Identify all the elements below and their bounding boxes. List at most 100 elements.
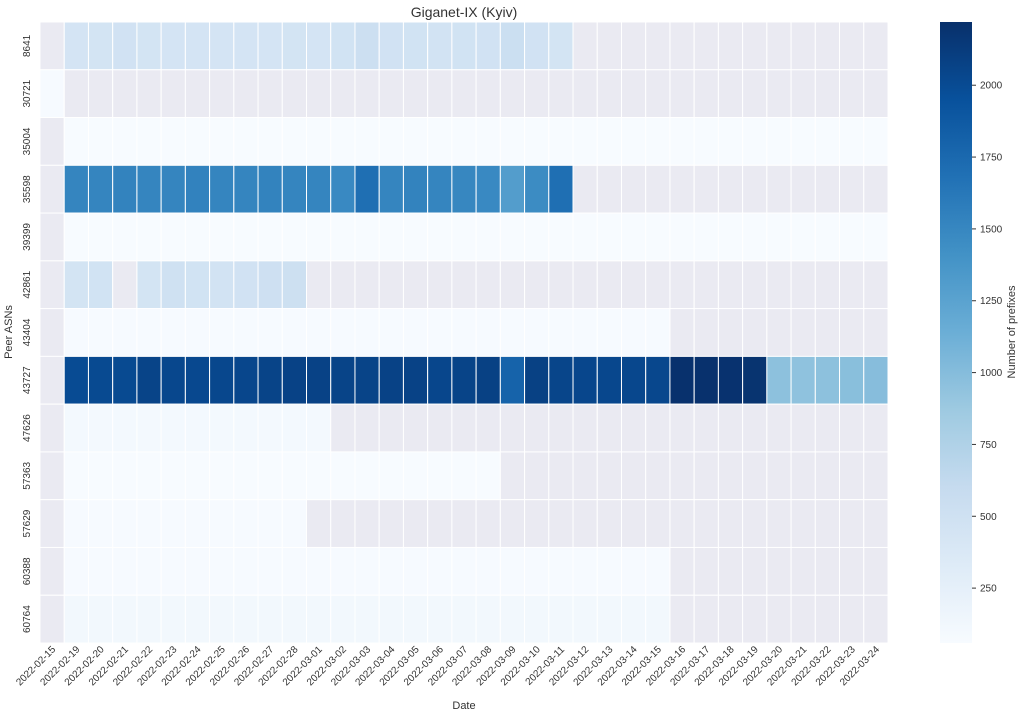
heatmap-cell xyxy=(524,451,550,501)
heatmap-cell xyxy=(184,546,211,596)
y-tick-labels: 8641 30721 35004 35598 39399 42861 43404 43727 4… xyxy=(22,34,33,633)
heatmap-cell xyxy=(499,260,526,310)
heatmap-cell xyxy=(645,212,671,262)
heatmap-cell xyxy=(233,69,259,119)
heatmap-cell xyxy=(693,546,719,596)
heatmap-cell xyxy=(742,117,768,166)
heatmap-cell xyxy=(330,403,356,453)
heatmap-cell xyxy=(402,451,429,501)
heatmap-cell xyxy=(620,212,647,262)
heatmap-cell xyxy=(790,69,816,119)
heatmap-cell xyxy=(257,546,283,596)
heatmap-cell xyxy=(184,260,211,310)
heatmap-cell xyxy=(548,260,574,310)
heatmap-cell xyxy=(863,403,889,453)
heatmap-cell xyxy=(572,69,598,119)
heatmap-cell xyxy=(814,451,841,501)
heatmap-cell xyxy=(402,117,429,166)
heatmap-cell xyxy=(136,594,162,644)
heatmap-cell xyxy=(112,308,138,357)
heatmap-cell xyxy=(281,164,308,214)
heatmap-cell xyxy=(475,499,501,548)
heatmap-cell xyxy=(572,451,598,501)
heatmap-cell xyxy=(814,260,841,310)
heatmap-cell xyxy=(790,212,816,262)
heatmap-cell xyxy=(378,69,404,119)
chart-title: Giganet-IX (Kyiv) xyxy=(411,4,518,20)
heatmap-cell xyxy=(209,308,235,357)
heatmap-cell xyxy=(717,594,744,644)
heatmap-cell xyxy=(475,594,501,644)
heatmap-cell xyxy=(572,212,598,262)
heatmap-cell xyxy=(160,212,186,262)
heatmap-cell xyxy=(839,69,865,119)
heatmap-cell xyxy=(402,212,429,262)
heatmap-cell xyxy=(766,403,792,453)
heatmap-cell xyxy=(524,260,550,310)
heatmap-cell xyxy=(257,594,283,644)
heatmap-cell xyxy=(863,594,889,644)
heatmap-cell xyxy=(548,164,574,214)
heatmap-cell xyxy=(257,212,283,262)
heatmap-cell xyxy=(669,355,695,405)
heatmap-cell xyxy=(475,260,501,310)
heatmap-cell xyxy=(427,117,453,166)
heatmap-cell xyxy=(524,546,550,596)
heatmap-cell xyxy=(112,117,138,166)
heatmap-cell xyxy=(814,499,841,548)
heatmap-cell xyxy=(427,260,453,310)
heatmap-cell xyxy=(402,594,429,644)
heatmap-cell xyxy=(596,355,622,405)
heatmap-cell xyxy=(427,164,453,214)
heatmap-cell xyxy=(548,212,574,262)
heatmap-cell xyxy=(209,260,235,310)
heatmap-cell xyxy=(596,403,622,453)
heatmap-cell xyxy=(39,21,65,71)
heatmap-cell xyxy=(39,212,65,262)
heatmap-cell xyxy=(39,308,65,357)
heatmap-cell xyxy=(378,164,404,214)
heatmap-cell xyxy=(693,451,719,501)
heatmap-cell xyxy=(790,164,816,214)
heatmap-cell xyxy=(402,69,429,119)
colorbar-tick-label: 500 xyxy=(980,512,997,523)
heatmap-cell xyxy=(742,308,768,357)
heatmap-cell xyxy=(136,451,162,501)
heatmap-cell xyxy=(209,21,235,71)
heatmap-cell xyxy=(354,212,380,262)
heatmap-cell xyxy=(306,117,332,166)
heatmap-cell xyxy=(766,451,792,501)
heatmap-cell xyxy=(281,594,308,644)
heatmap-cell xyxy=(451,260,477,310)
heatmap-cell xyxy=(790,546,816,596)
heatmap-cell xyxy=(39,499,65,548)
heatmap-cell xyxy=(330,308,356,357)
heatmap-cell xyxy=(596,260,622,310)
colorbar-tick-label: 1250 xyxy=(980,296,1003,307)
heatmap-cell xyxy=(281,499,308,548)
heatmap-cell xyxy=(620,594,647,644)
heatmap-cell xyxy=(475,117,501,166)
heatmap-cell xyxy=(87,260,114,310)
heatmap-cell xyxy=(839,594,865,644)
heatmap-cell xyxy=(717,546,744,596)
heatmap-cell xyxy=(427,212,453,262)
heatmap-cell xyxy=(306,594,332,644)
heatmap-cell xyxy=(136,260,162,310)
heatmap-cell xyxy=(620,164,647,214)
heatmap-cell xyxy=(548,451,574,501)
heatmap-cell xyxy=(281,117,308,166)
heatmap-cell xyxy=(863,308,889,357)
heatmap-cell xyxy=(645,403,671,453)
heatmap-cell xyxy=(39,451,65,501)
heatmap-cell xyxy=(354,594,380,644)
heatmap-cell xyxy=(548,499,574,548)
heatmap-cell xyxy=(378,308,404,357)
heatmap-cell xyxy=(209,212,235,262)
heatmap-cell xyxy=(548,69,574,119)
heatmap-cell xyxy=(790,594,816,644)
heatmap-cell xyxy=(717,260,744,310)
heatmap-cell xyxy=(742,355,768,405)
heatmap-cell xyxy=(281,212,308,262)
heatmap-cell xyxy=(306,164,332,214)
